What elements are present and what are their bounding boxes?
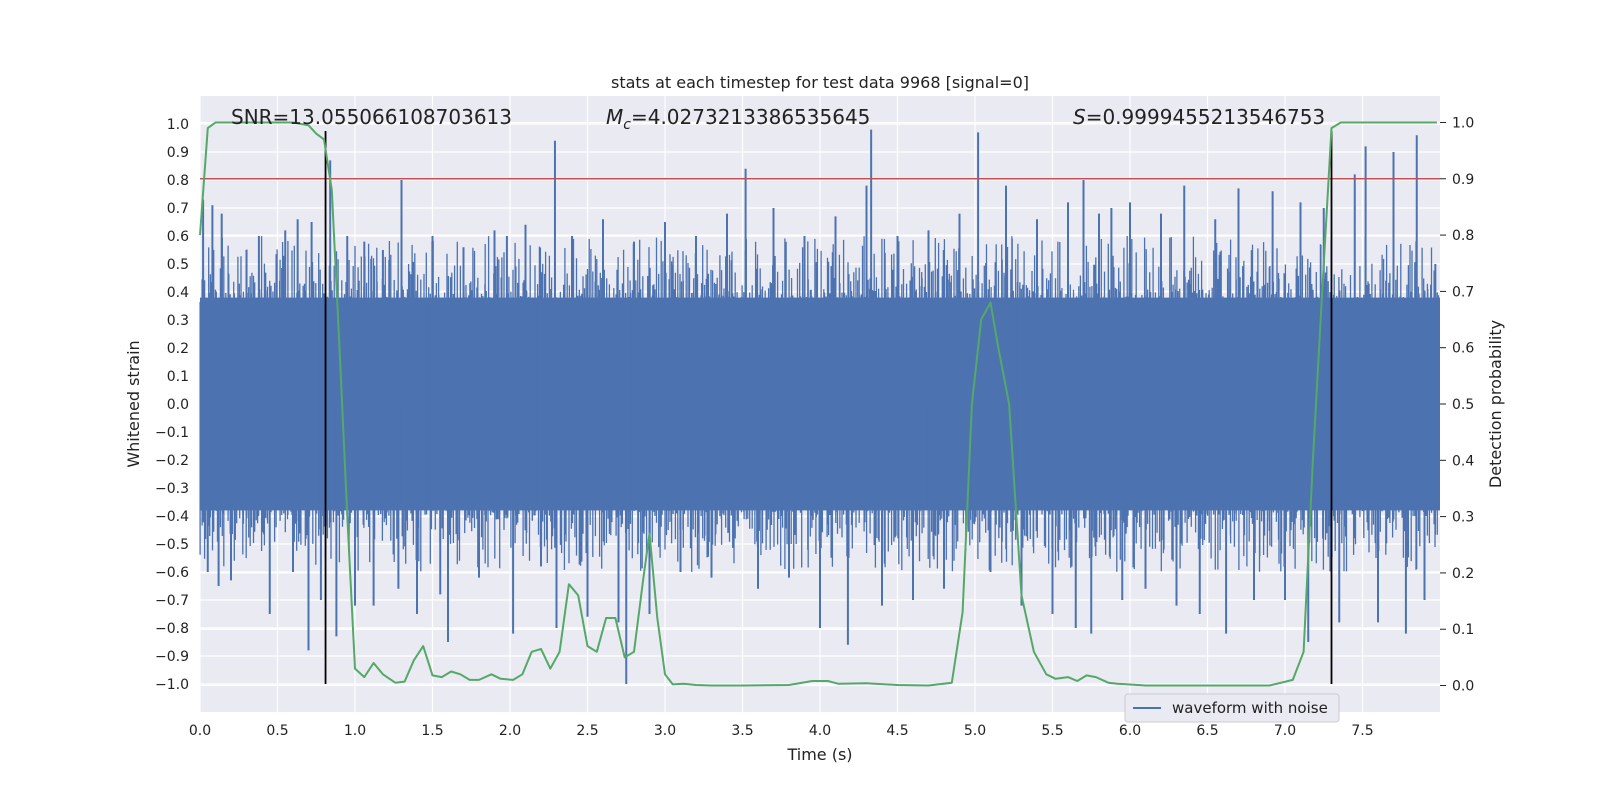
detection-probability-layer — [199, 121, 1437, 687]
y-left-tick-label: 0.1 — [167, 369, 189, 385]
y-left-tick-label: 0.4 — [167, 285, 189, 301]
snr-annotation: SNR=13.055066108703613 — [231, 105, 512, 129]
y-left-tick-label: −0.4 — [155, 509, 189, 525]
y-right-tick-label: 0.2 — [1452, 566, 1474, 582]
x-tick-label: 3.5 — [731, 723, 753, 739]
x-axis-label: Time (s) — [786, 745, 852, 764]
x-tick-label: 6.5 — [1196, 723, 1218, 739]
y-left-tick-label: −0.1 — [155, 425, 189, 441]
y-left-tick-label: 0.0 — [167, 397, 189, 413]
x-tick-label: 3.0 — [654, 723, 676, 739]
waveform-noise-texture — [199, 236, 1440, 572]
x-tick-label: 4.0 — [809, 723, 831, 739]
y-right-tick-label: 1.0 — [1452, 115, 1474, 131]
y-left-tick-label: 0.5 — [167, 257, 189, 273]
detection-probability-line — [199, 121, 1437, 687]
y-left-ticks: 1.0 0.9 0.8 0.7 0.6 0.5 0.4 0.3 0.2 0.1 0.0 −0.1 −0.… — [155, 117, 189, 693]
x-tick-label: 5.5 — [1041, 723, 1063, 739]
y-left-tick-label: −0.8 — [155, 621, 189, 637]
y-right-tick-label: 0.3 — [1452, 510, 1474, 526]
x-tick-label: 0.0 — [189, 723, 211, 739]
chart-title: stats at each timestep for test data 996… — [611, 73, 1029, 92]
y-left-tick-label: −0.7 — [155, 593, 189, 609]
y-right-tick-label: 0.1 — [1452, 622, 1474, 638]
y-right-tick-label: 0.5 — [1452, 397, 1474, 413]
y-right-ticks: 1.0 0.9 0.8 0.7 0.6 0.5 0.4 0.3 0.2 0.1 0.0 — [1440, 115, 1474, 695]
legend-label-waveform: waveform with noise — [1172, 699, 1328, 717]
y-left-tick-label: 0.7 — [167, 201, 189, 217]
x-tick-label: 5.0 — [964, 723, 986, 739]
y-left-tick-label: −0.5 — [155, 537, 189, 553]
y-left-tick-label: −0.2 — [155, 453, 189, 469]
y-left-tick-label: −0.9 — [155, 649, 189, 665]
marker-layer — [200, 131, 1440, 684]
x-tick-label: 0.5 — [266, 723, 288, 739]
s-annotation: S=0.9999455213546753 — [1073, 105, 1325, 129]
y-right-tick-label: 0.8 — [1452, 228, 1474, 244]
mc-symbol: M — [606, 105, 623, 129]
y-left-tick-label: 0.9 — [167, 145, 189, 161]
x-tick-label: 2.5 — [576, 723, 598, 739]
y-left-tick-label: 0.3 — [167, 313, 189, 329]
x-tick-label: 7.5 — [1351, 723, 1373, 739]
y-left-tick-label: 0.8 — [167, 173, 189, 189]
y-left-tick-label: 0.6 — [167, 229, 189, 245]
y-left-axis-label: Whitened strain — [124, 340, 143, 467]
y-right-tick-label: 0.0 — [1452, 679, 1474, 695]
y-right-tick-label: 0.6 — [1452, 341, 1474, 357]
s-symbol: S — [1073, 105, 1086, 129]
waveform-with-noise-series — [199, 129, 1440, 684]
x-tick-label: 6.0 — [1119, 723, 1141, 739]
x-tick-label: 7.0 — [1274, 723, 1296, 739]
y-left-tick-label: −0.6 — [155, 565, 189, 581]
y-right-tick-label: 0.9 — [1452, 172, 1474, 188]
x-tick-label: 1.0 — [344, 723, 366, 739]
mc-subscript: c — [623, 117, 631, 133]
chirp-mass-annotation: Mc=4.0273213386535645 — [606, 105, 870, 133]
legend: waveform with noise — [1124, 693, 1340, 723]
y-left-tick-label: −0.3 — [155, 481, 189, 497]
s-value: =0.9999455213546753 — [1086, 105, 1325, 129]
y-right-tick-label: 0.4 — [1452, 453, 1474, 469]
x-tick-label: 1.5 — [421, 723, 443, 739]
y-left-tick-label: 1.0 — [167, 117, 189, 133]
y-right-axis-label: Detection probability — [1486, 320, 1505, 488]
mc-value: =4.0273213386535645 — [631, 105, 870, 129]
y-right-tick-label: 0.7 — [1452, 284, 1474, 300]
x-tick-label: 2.0 — [499, 723, 521, 739]
y-left-tick-label: 0.2 — [167, 341, 189, 357]
x-tick-label: 4.5 — [886, 723, 908, 739]
legend-box — [1124, 693, 1340, 723]
x-ticks: 0.0 0.5 1.0 1.5 2.0 2.5 3.0 3.5 4.0 4.5 5.0 5.5 6.0 6… — [189, 723, 1374, 739]
y-left-tick-label: −1.0 — [155, 677, 189, 693]
